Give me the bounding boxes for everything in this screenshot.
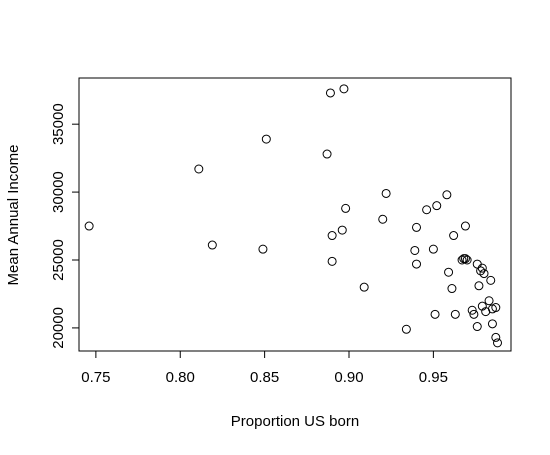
data-point bbox=[322, 149, 332, 159]
data-point bbox=[469, 309, 479, 319]
data-point bbox=[484, 296, 494, 306]
data-point bbox=[207, 240, 217, 250]
data-point bbox=[462, 255, 472, 265]
data-point bbox=[422, 205, 432, 215]
data-point bbox=[491, 303, 501, 313]
data-point bbox=[378, 214, 388, 224]
data-point bbox=[410, 245, 420, 255]
data-point bbox=[412, 259, 421, 269]
data-point bbox=[491, 332, 501, 342]
x-tick-label: 0.75 bbox=[81, 369, 110, 386]
data-point bbox=[432, 201, 442, 211]
data-point bbox=[442, 190, 452, 200]
data-point bbox=[460, 221, 470, 231]
data-point bbox=[339, 84, 349, 94]
y-axis: 20000 25000 30000 35000 bbox=[50, 103, 80, 349]
data-point bbox=[487, 319, 497, 329]
y-axis-title: Mean Annual Income bbox=[5, 145, 22, 286]
data-point bbox=[327, 231, 337, 241]
x-tick-label: 0.80 bbox=[166, 369, 195, 386]
x-axis-title: Proportion US born bbox=[231, 413, 359, 430]
x-tick-label: 0.85 bbox=[250, 369, 279, 386]
data-point bbox=[261, 134, 271, 144]
plot-area-frame bbox=[78, 77, 512, 352]
data-point bbox=[401, 324, 411, 334]
data-point bbox=[486, 275, 496, 285]
data-point bbox=[460, 254, 470, 264]
data-point bbox=[428, 244, 438, 254]
data-point bbox=[444, 267, 454, 277]
data-point bbox=[447, 284, 457, 294]
data-point bbox=[341, 203, 351, 213]
x-tick-label: 0.95 bbox=[419, 369, 448, 386]
data-point bbox=[493, 338, 502, 348]
data-point bbox=[430, 309, 440, 319]
y-tick-label: 25000 bbox=[50, 239, 67, 281]
data-point bbox=[449, 231, 459, 241]
data-point bbox=[472, 322, 482, 332]
data-point bbox=[325, 88, 335, 98]
data-point bbox=[479, 269, 489, 279]
x-axis: 0.75 0.80 0.85 0.90 0.95 bbox=[81, 350, 448, 386]
data-point bbox=[474, 281, 484, 291]
data-point bbox=[258, 244, 268, 254]
data-point bbox=[412, 222, 421, 232]
data-point bbox=[467, 305, 477, 315]
data-point bbox=[337, 225, 347, 235]
x-tick-label: 0.90 bbox=[334, 369, 363, 386]
data-point bbox=[450, 309, 460, 319]
y-tick-label: 35000 bbox=[50, 103, 67, 145]
y-tick-label: 20000 bbox=[50, 307, 67, 349]
data-point bbox=[477, 263, 487, 273]
data-point bbox=[359, 282, 369, 292]
data-point bbox=[194, 164, 204, 174]
data-points bbox=[84, 84, 502, 348]
data-point bbox=[381, 188, 391, 198]
y-tick-label: 30000 bbox=[50, 171, 67, 213]
data-point bbox=[84, 221, 94, 231]
data-point bbox=[327, 256, 337, 266]
